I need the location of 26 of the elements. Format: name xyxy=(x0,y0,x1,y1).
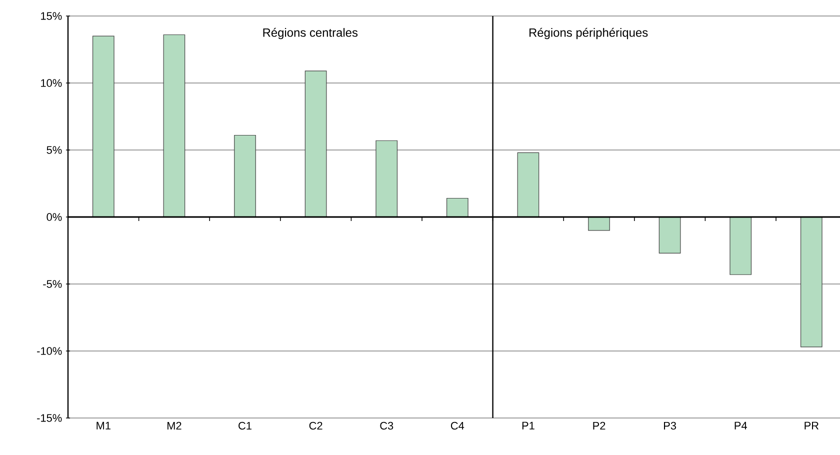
y-tick-label: -10% xyxy=(37,347,62,355)
y-tick-label: 15% xyxy=(41,12,62,20)
bar xyxy=(234,134,256,218)
bar xyxy=(376,140,398,218)
bar xyxy=(446,198,468,218)
annotation: Régions centrales xyxy=(263,28,358,40)
x-tick-label: P1 xyxy=(522,422,534,430)
y-tick-label: 10% xyxy=(41,79,62,87)
x-tick-label: PR xyxy=(804,422,819,430)
bar xyxy=(163,34,186,218)
x-tick-label: M1 xyxy=(96,422,110,430)
y-tick-label: 0% xyxy=(46,213,62,221)
bar xyxy=(304,70,327,218)
x-tick-label: C4 xyxy=(450,422,464,430)
x-tick-label: M2 xyxy=(167,422,182,430)
x-tick-label: C2 xyxy=(309,422,322,430)
x-tick-label: P3 xyxy=(664,422,676,430)
x-tick-label: P2 xyxy=(593,422,606,430)
x-tick-label: C1 xyxy=(238,422,252,430)
x-tick-label: P4 xyxy=(734,422,747,430)
annotation: Régions périphériques xyxy=(530,28,648,40)
bar xyxy=(92,36,114,218)
y-tick-label: 5% xyxy=(46,146,62,154)
x-tick-label: C3 xyxy=(380,422,394,430)
y-tick-label: -5% xyxy=(43,280,62,288)
y-tick-label: -15% xyxy=(37,414,62,422)
